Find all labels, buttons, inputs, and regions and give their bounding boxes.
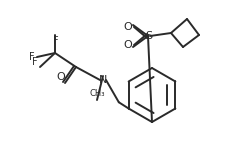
- Text: F: F: [32, 57, 38, 67]
- Text: CH₃: CH₃: [89, 90, 105, 99]
- Text: F: F: [29, 52, 35, 62]
- Text: F: F: [53, 36, 59, 46]
- Text: N: N: [99, 75, 107, 85]
- Text: S: S: [145, 31, 153, 41]
- Text: O: O: [124, 22, 132, 32]
- Text: O: O: [57, 72, 65, 82]
- Text: O: O: [124, 40, 132, 50]
